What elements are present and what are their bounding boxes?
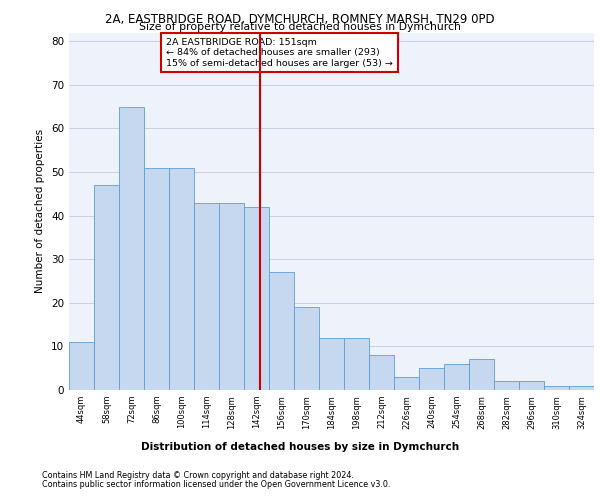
Bar — [519, 382, 544, 390]
Bar — [219, 202, 244, 390]
Text: 2A EASTBRIDGE ROAD: 151sqm
← 84% of detached houses are smaller (293)
15% of sem: 2A EASTBRIDGE ROAD: 151sqm ← 84% of deta… — [166, 38, 393, 68]
Bar — [469, 360, 494, 390]
Bar — [494, 382, 519, 390]
Bar — [419, 368, 444, 390]
Text: Contains HM Land Registry data © Crown copyright and database right 2024.: Contains HM Land Registry data © Crown c… — [42, 471, 354, 480]
Text: Contains public sector information licensed under the Open Government Licence v3: Contains public sector information licen… — [42, 480, 391, 489]
Bar — [394, 377, 419, 390]
Bar — [569, 386, 594, 390]
Text: Size of property relative to detached houses in Dymchurch: Size of property relative to detached ho… — [139, 22, 461, 32]
Text: Distribution of detached houses by size in Dymchurch: Distribution of detached houses by size … — [141, 442, 459, 452]
Text: 2A, EASTBRIDGE ROAD, DYMCHURCH, ROMNEY MARSH, TN29 0PD: 2A, EASTBRIDGE ROAD, DYMCHURCH, ROMNEY M… — [105, 12, 495, 26]
Bar — [69, 342, 94, 390]
Bar — [319, 338, 344, 390]
Bar — [119, 106, 144, 390]
Bar — [444, 364, 469, 390]
Bar — [294, 307, 319, 390]
Bar — [344, 338, 369, 390]
Y-axis label: Number of detached properties: Number of detached properties — [35, 129, 46, 294]
Bar — [244, 207, 269, 390]
Bar — [269, 272, 294, 390]
Bar — [544, 386, 569, 390]
Bar — [169, 168, 194, 390]
Bar — [194, 202, 219, 390]
Bar — [369, 355, 394, 390]
Bar — [144, 168, 169, 390]
Bar — [94, 185, 119, 390]
